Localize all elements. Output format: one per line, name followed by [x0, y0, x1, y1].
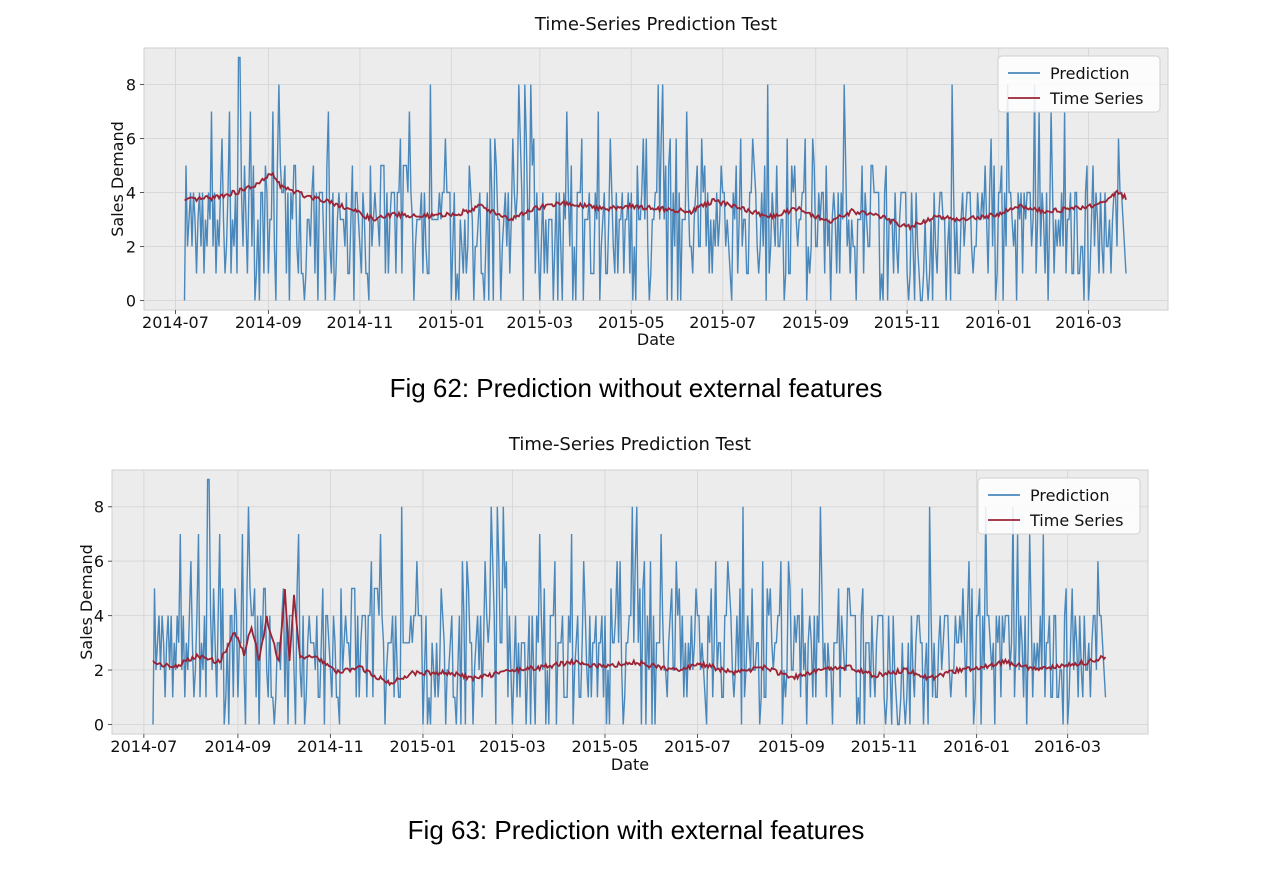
x-tick-label: 2016-03 [1055, 313, 1122, 332]
x-tick-label: 2016-03 [1034, 737, 1101, 756]
y-tick-label: 0 [126, 292, 136, 311]
x-tick-label: 2016-01 [965, 313, 1032, 332]
x-tick-label: 2015-11 [874, 313, 941, 332]
x-tick-label: 2014-07 [142, 313, 209, 332]
x-tick-label: 2014-09 [204, 737, 271, 756]
x-axis-label: Date [611, 755, 649, 774]
chart-title: Time-Series Prediction Test [508, 434, 751, 455]
legend-entry: Prediction [1030, 486, 1109, 505]
chart-1: 2014-07 2014-09 2014-11 2015-01 2015-03 2015-… [108, 14, 1169, 349]
x-tick-label: 2015-05 [598, 313, 665, 332]
legend: Prediction Time Series [977, 477, 1141, 535]
chart-title: Time-Series Prediction Test [534, 14, 777, 35]
chart-2: 2014-07 2014-09 2014-11 2015-01 2015-03 2015-… [77, 434, 1149, 774]
x-tick-label: 2015-01 [390, 737, 457, 756]
series-line-time-series [184, 171, 1127, 232]
x-tick-label: 2015-07 [689, 313, 756, 332]
x-tick-label: 2015-03 [479, 737, 546, 756]
figure-caption-2: Fig 63: Prediction with external feature… [407, 815, 865, 845]
x-tick-label: 2015-07 [664, 737, 731, 756]
legend-entry: Time Series [1049, 89, 1143, 108]
y-tick-label: 6 [126, 129, 136, 148]
y-tick-label: 8 [126, 75, 136, 94]
y-tick-label: 4 [94, 607, 104, 626]
x-tick-label: 2016-01 [943, 737, 1010, 756]
x-tick-label: 2014-07 [110, 737, 177, 756]
x-tick-label: 2015-09 [782, 313, 849, 332]
x-axis-label: Date [637, 330, 675, 349]
legend: Prediction Time Series [997, 55, 1161, 113]
y-tick-label: 8 [94, 498, 104, 517]
y-tick-label: 2 [94, 661, 104, 680]
legend-entry: Prediction [1050, 64, 1129, 83]
y-axis-label: Sales Demand [108, 121, 127, 237]
x-tick-label: 2015-09 [758, 737, 825, 756]
x-tick-label: 2014-11 [297, 737, 364, 756]
y-tick-label: 0 [94, 715, 104, 734]
x-tick-label: 2015-01 [418, 313, 485, 332]
y-tick-label: 2 [126, 238, 136, 257]
x-tick-label: 2014-11 [326, 313, 393, 332]
legend-entry: Time Series [1029, 511, 1123, 530]
series-line-prediction [183, 56, 1127, 302]
series-line-time-series [152, 588, 1107, 687]
y-axis-label: Sales Demand [77, 544, 96, 660]
x-tick-label: 2014-09 [235, 313, 302, 332]
figure-caption-1: Fig 62: Prediction without external feat… [389, 373, 883, 403]
y-tick-label: 4 [126, 184, 136, 203]
x-tick-label: 2015-03 [506, 313, 573, 332]
x-tick-label: 2015-11 [851, 737, 918, 756]
series-line-prediction [152, 478, 1107, 726]
x-tick-label: 2015-05 [572, 737, 639, 756]
y-tick-label: 6 [94, 552, 104, 571]
